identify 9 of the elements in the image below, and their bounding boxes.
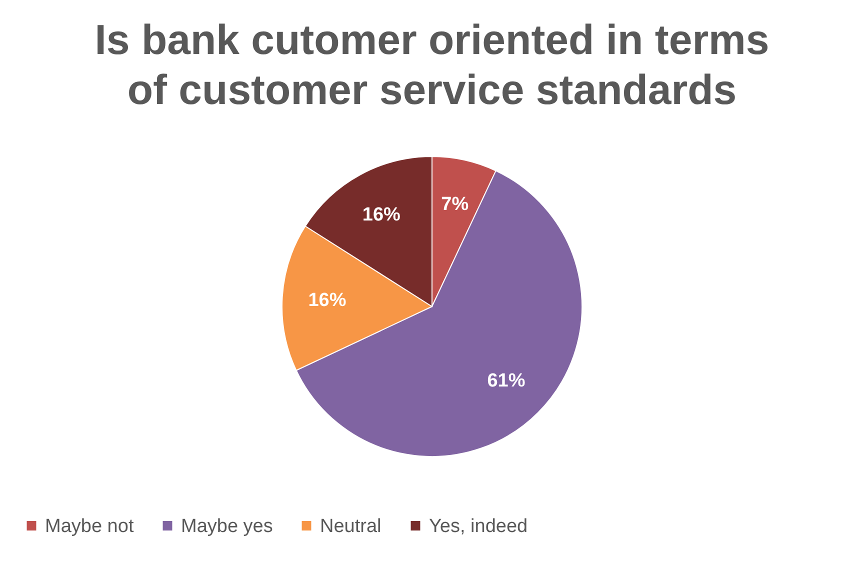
data-label: 61% (487, 370, 526, 392)
legend-label: Yes, indeed (429, 516, 528, 537)
data-label: 16% (308, 290, 346, 311)
data-label: 16% (362, 204, 401, 226)
legend-label: Maybe not (45, 516, 134, 537)
legend-label: Maybe yes (181, 516, 273, 537)
legend-label: Neutral (320, 516, 382, 537)
data-label: 7% (441, 194, 469, 216)
chart-title: Is bank cutomer oriented in terms of customer service standards (94, 16, 770, 113)
